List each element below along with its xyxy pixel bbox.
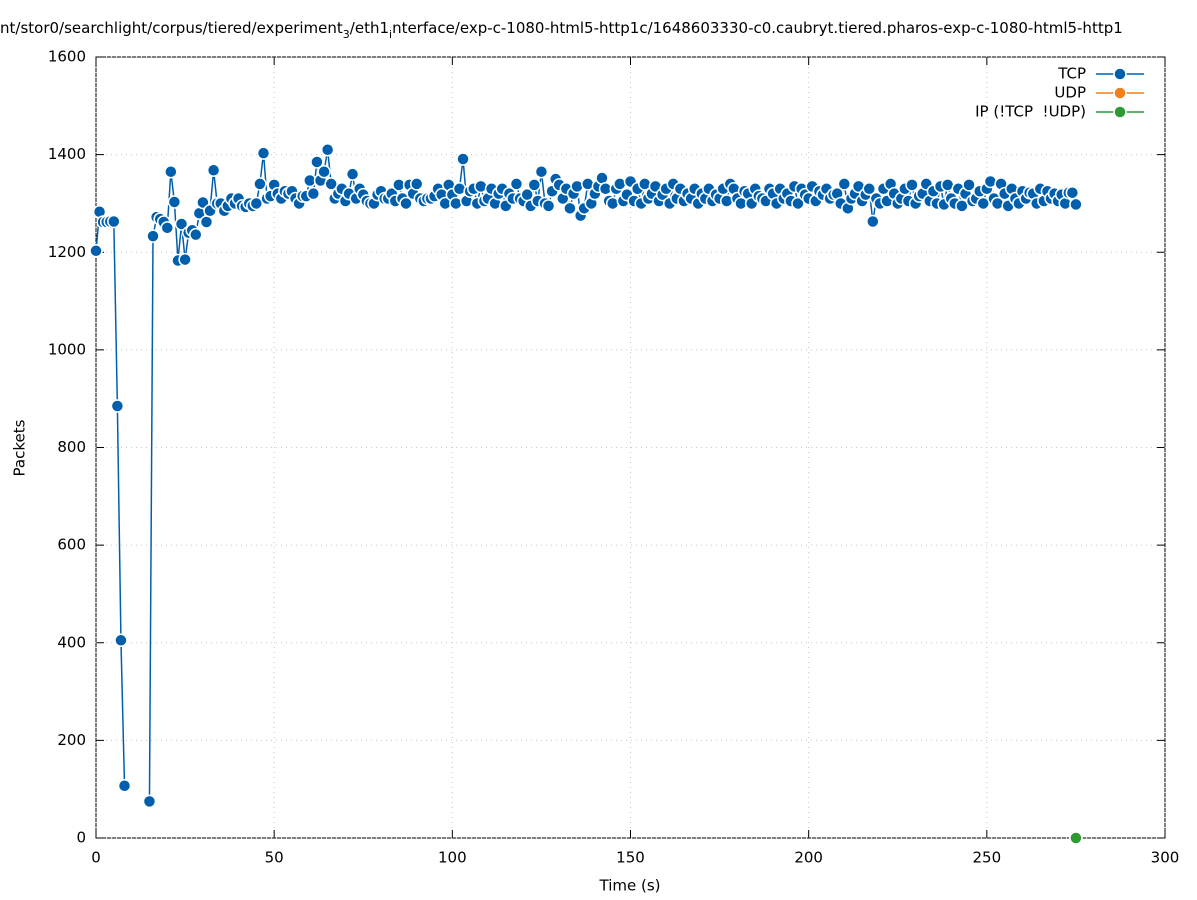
x-tick-label: 0 [91,849,101,867]
x-tick-label: 150 [616,849,645,867]
data-point [146,229,160,243]
x-tick-label: 250 [973,849,1002,867]
y-tick-label: 1400 [48,145,86,163]
data-point [310,155,324,169]
data-point [1065,185,1080,200]
data-point [117,779,132,793]
x-tick-label: 50 [265,849,284,867]
x-tick-label: 100 [438,849,467,867]
data-point [563,201,577,216]
data-point [142,794,157,809]
x-axis-label: Time (s) [599,877,661,895]
data-point [324,177,338,191]
data-point [409,177,424,191]
data-point [1069,831,1083,845]
data-point [189,227,203,242]
data-point [534,164,549,179]
data-point [253,177,267,191]
data-point [107,214,121,229]
title-part: nt/stor0/searchlight/corpus/tiered/exper… [0,19,343,37]
y-tick-label: 400 [57,633,86,651]
data-point [167,195,182,209]
legend-swatch-marker [1113,67,1127,81]
data-point [164,164,178,179]
data-point [114,633,128,648]
data-point [541,199,556,213]
x-tick-label: 200 [794,849,823,867]
legend-swatch-marker [1113,105,1127,119]
data-point [1069,197,1083,212]
data-point [456,152,470,166]
y-tick-label: 800 [57,438,86,456]
data-point [837,177,852,191]
data-point [174,217,189,231]
series-line [96,149,1077,802]
y-tick-label: 1000 [48,340,86,358]
data-point [791,196,805,211]
data-point [399,196,413,211]
data-point [345,167,360,181]
data-point [317,164,331,179]
data-point [862,182,876,196]
y-tick-label: 1600 [48,48,86,66]
data-point [206,163,221,177]
data-point [110,399,125,413]
y-tick-label: 0 [76,829,86,847]
data-point [178,252,192,267]
legend-swatch-marker [1113,86,1127,100]
data-point [962,178,976,192]
title-subscript: 3 [343,28,350,41]
chart-title: nt/stor0/searchlight/corpus/tiered/exper… [0,19,1123,41]
data-point [320,142,335,157]
legend-label: TCP [1057,65,1086,83]
data-point [509,177,524,191]
data-point [306,186,321,201]
data-point [160,221,175,235]
legend-label: IP (!TCP !UDP) [975,103,1086,121]
title-part: nterface/exp-c-1080-html5-http1c/1648603… [392,19,1123,37]
title-subscript: i [389,28,392,41]
x-tick-label: 300 [1151,849,1180,867]
data-point [249,196,264,211]
data-point [527,178,542,192]
legend-label: UDP [1054,84,1086,102]
data-point [199,215,214,229]
data-point [256,146,271,160]
title-part: /eth1 [350,19,389,37]
data-point [976,196,991,211]
y-axis-label: Packets [11,419,29,476]
y-tick-label: 200 [57,731,86,749]
data-point [905,178,919,192]
data-point [866,214,880,229]
data-point [89,244,103,258]
y-tick-label: 1200 [48,243,86,261]
y-tick-label: 600 [57,536,86,554]
data-point [955,199,969,213]
